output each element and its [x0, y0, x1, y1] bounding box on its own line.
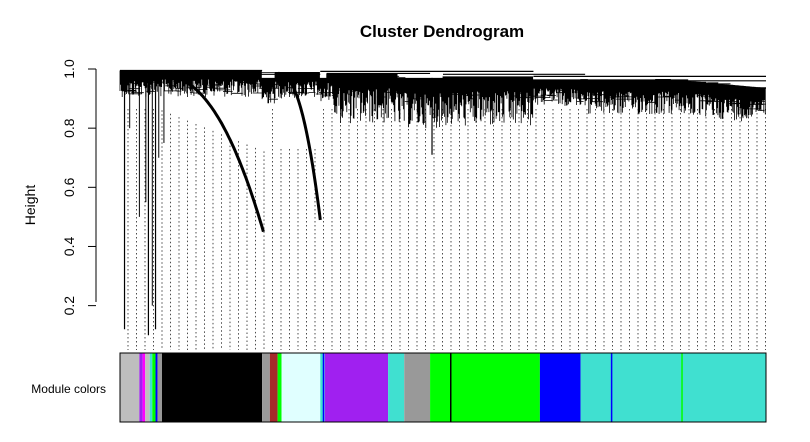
- module-color-segment: [281, 353, 321, 422]
- y-tick-label: 0.8: [61, 118, 77, 138]
- module-color-segment: [149, 353, 153, 422]
- module-color-segment: [142, 353, 146, 422]
- module-color-segment: [152, 353, 156, 422]
- module-color-segment: [155, 353, 158, 422]
- y-tick-label: 0.2: [61, 296, 77, 316]
- module-color-segment: [262, 353, 270, 422]
- cluster-arc: [278, 71, 322, 221]
- module-color-segment: [277, 353, 282, 422]
- module-color-segment: [324, 353, 389, 422]
- module-color-segment: [161, 353, 263, 422]
- module-color-segment: [539, 353, 581, 422]
- module-color-segment: [145, 353, 150, 422]
- module-colors-label: Module colors: [31, 382, 106, 396]
- leaf-guide-lines: [127, 109, 766, 350]
- module-color-segment: [120, 353, 140, 422]
- y-tick-label: 0.6: [61, 177, 77, 197]
- module-color-segment: [269, 353, 278, 422]
- module-colors-frame: [119, 352, 767, 423]
- module-color-segment: [388, 353, 405, 422]
- dendrogram: [119, 69, 766, 336]
- sub-merges: [121, 71, 766, 111]
- module-color-segment: [157, 353, 162, 422]
- module-color-segment: [580, 353, 766, 422]
- module-color-segment: [430, 353, 540, 422]
- chart-title: Cluster Dendrogram: [360, 22, 524, 41]
- module-color-segment: [404, 353, 431, 422]
- module-color-segment: [320, 353, 325, 422]
- y-tick-label: 1.0: [61, 59, 77, 79]
- y-tick-label: 0.4: [61, 237, 77, 257]
- module-color-segment: [139, 353, 143, 422]
- module-colors-bar: [119, 352, 767, 423]
- y-ticks: 0.2 0.4 0.6 0.8 1.0: [61, 59, 96, 315]
- y-axis-label: Height: [22, 185, 38, 226]
- cluster-arc: [158, 73, 265, 233]
